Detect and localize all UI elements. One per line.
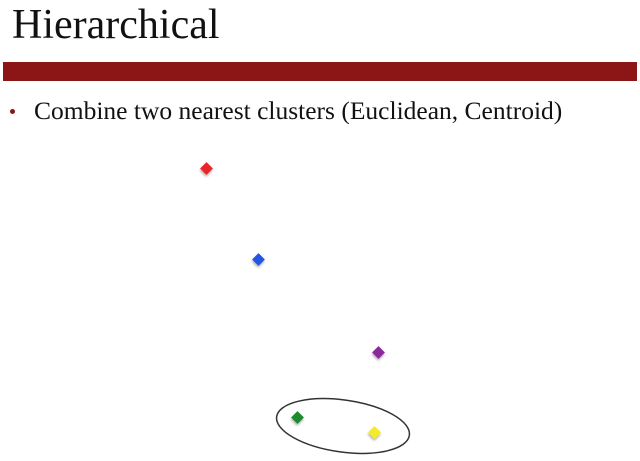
slide-title: Hierarchical [12,2,220,48]
merged-cluster-outline [275,397,411,455]
bullet-text: Combine two nearest clusters (Euclidean,… [34,96,563,125]
yellow-point [368,426,381,439]
red-point [200,162,213,175]
purple-point [372,346,385,359]
bullet-dot-icon [10,108,15,114]
blue-point [252,253,265,266]
bullet-item: Combine two nearest clusters (Euclidean,… [10,96,562,126]
green-point [291,411,304,424]
title-divider-band [3,62,637,81]
